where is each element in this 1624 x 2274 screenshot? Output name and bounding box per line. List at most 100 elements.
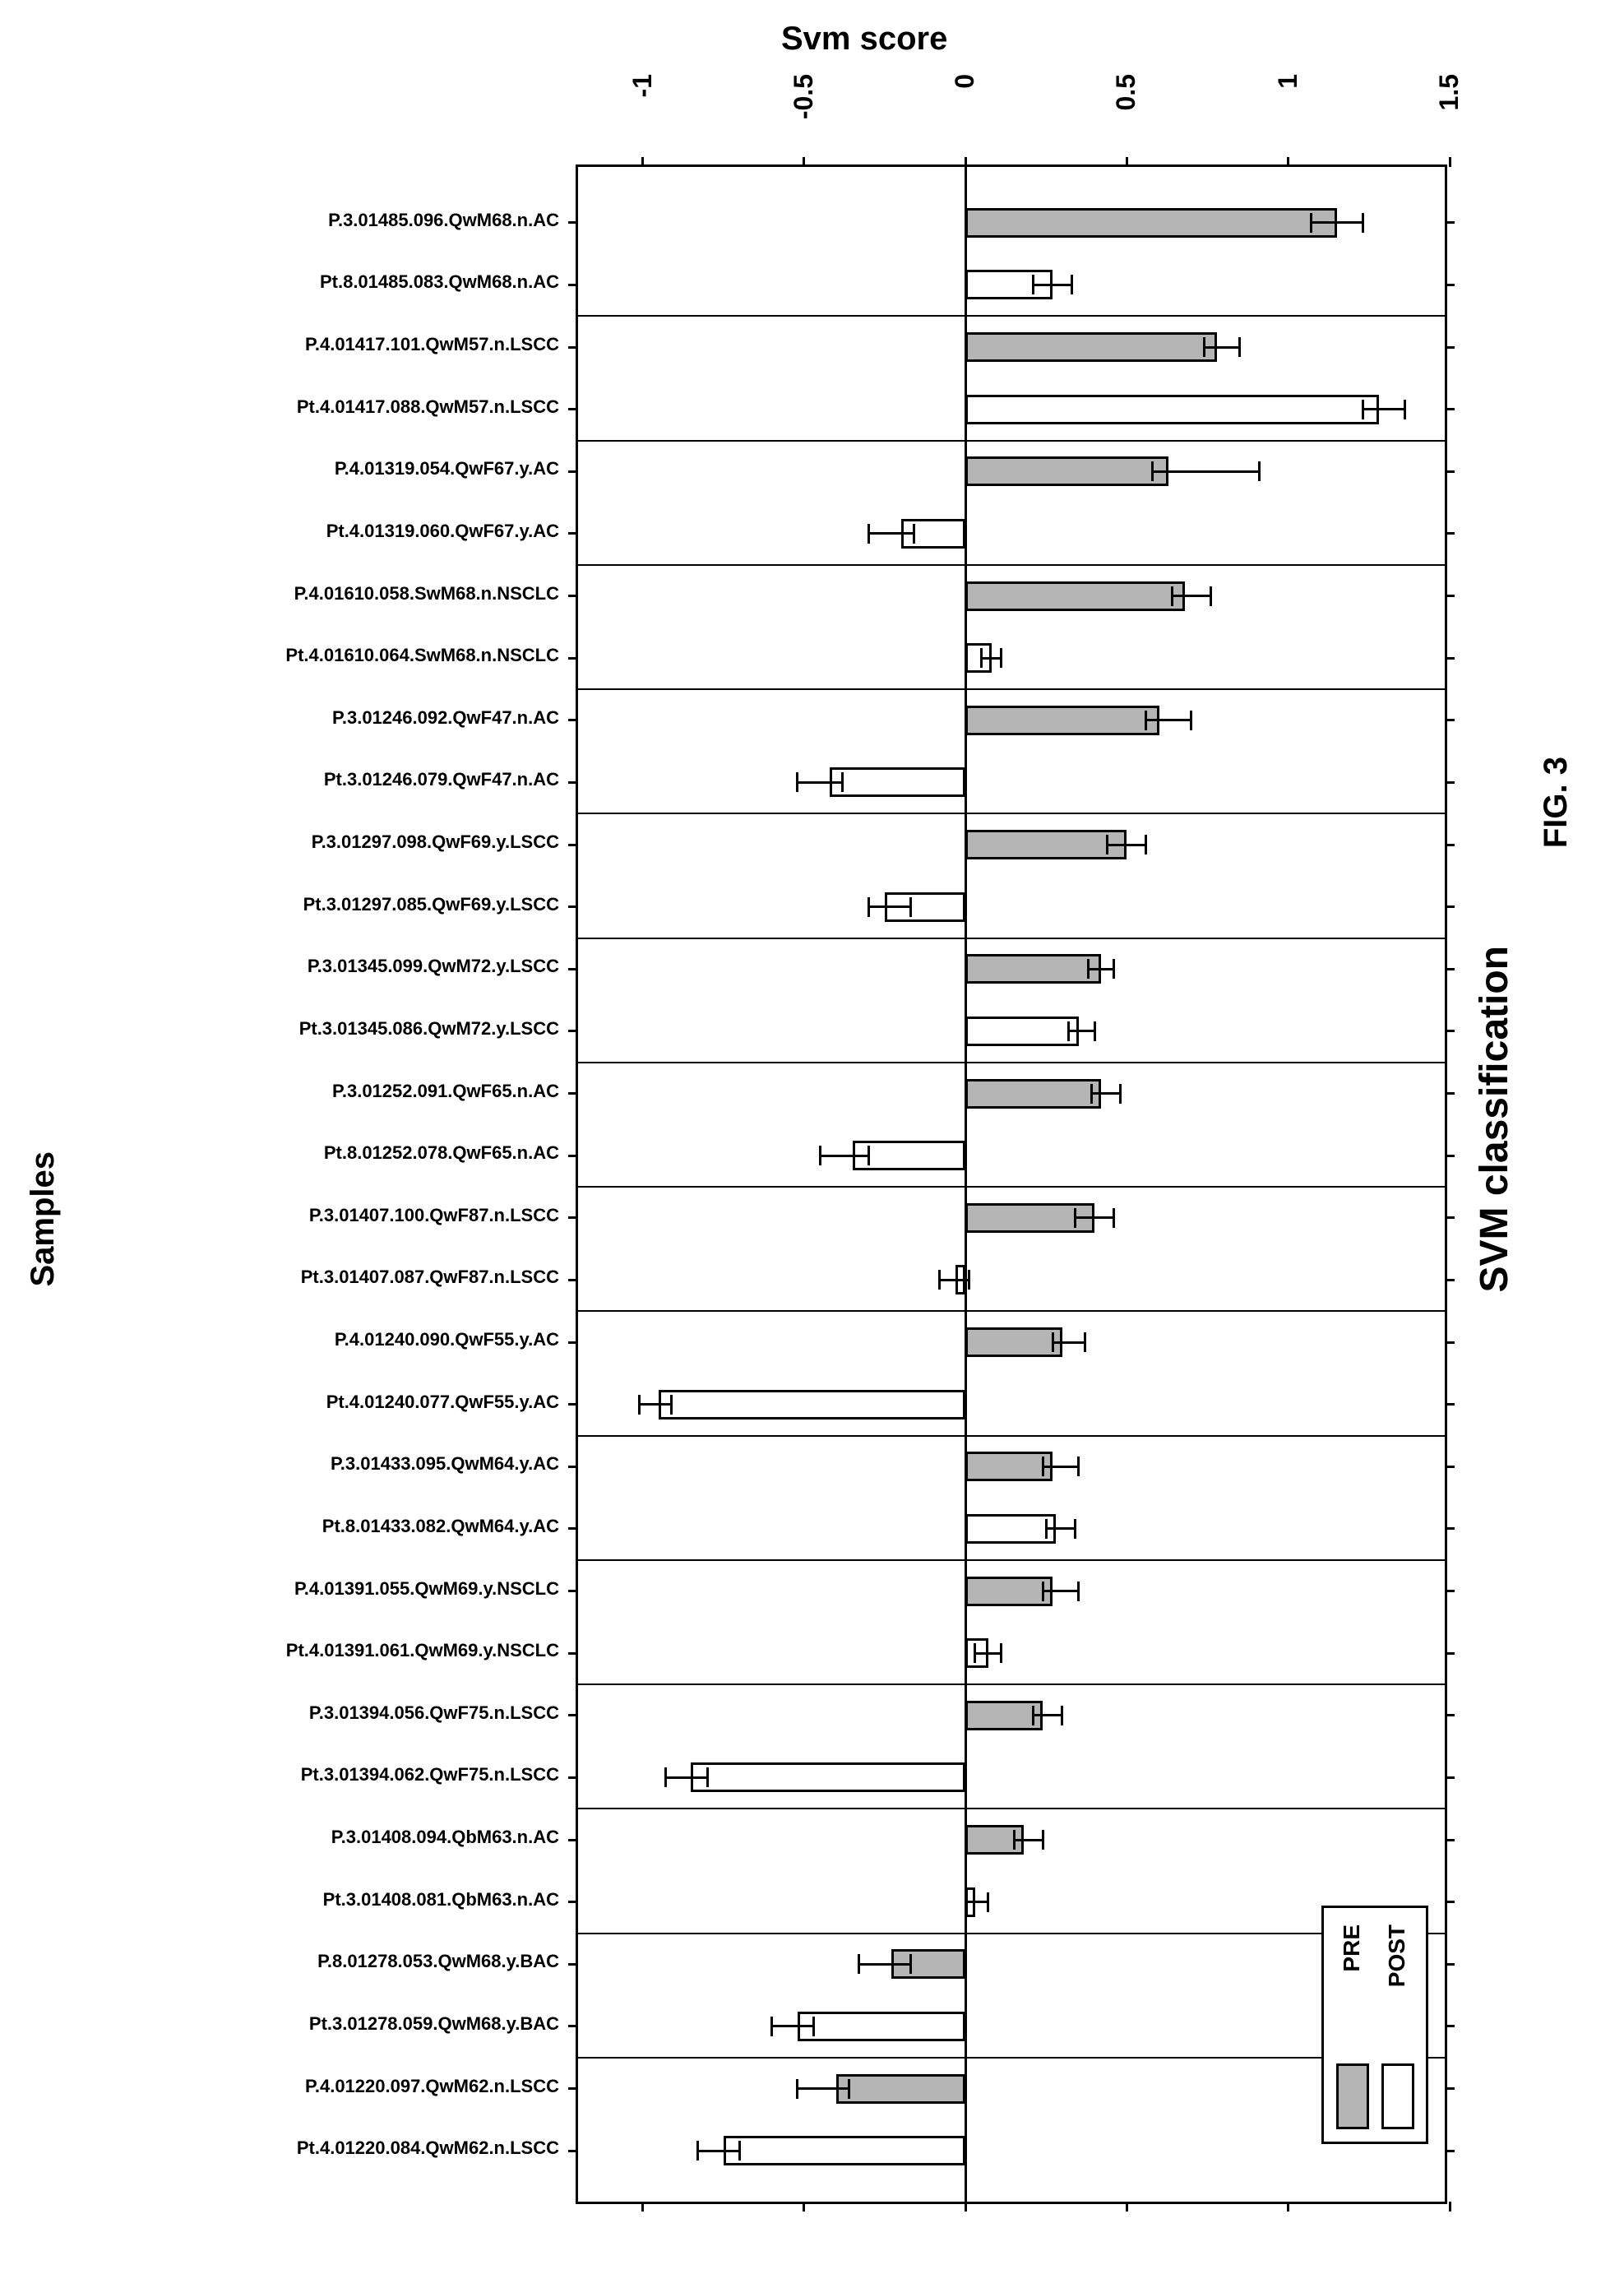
y-tick [568, 844, 578, 846]
error-bar [1146, 719, 1191, 721]
sample-label: P.3.01408.094.QbM63.n.AC [82, 1827, 559, 1848]
error-cap [1032, 275, 1034, 294]
bar [965, 706, 1159, 735]
y-tick [1445, 1279, 1455, 1281]
error-cap [1151, 461, 1154, 481]
error-cap [1077, 1457, 1080, 1476]
error-bar [1091, 1092, 1120, 1095]
y-tick [1445, 1839, 1455, 1841]
error-bar [982, 657, 1002, 660]
y-tick [1445, 781, 1455, 784]
sample-label: Pt.4.01240.077.QwF55.y.AC [82, 1392, 559, 1413]
error-cap [638, 1395, 641, 1415]
error-bar [1034, 284, 1072, 286]
legend-swatch [1381, 2063, 1414, 2129]
error-bar [1108, 844, 1146, 846]
error-cap [1238, 337, 1241, 357]
x-tick [1126, 2202, 1128, 2211]
error-cap [1362, 400, 1364, 419]
sample-label: Pt.4.01391.061.QwM69.y.NSCLC [82, 1640, 559, 1661]
legend-label: POST [1384, 1924, 1410, 1987]
y-tick [568, 1714, 578, 1716]
error-bar [868, 532, 914, 535]
sample-label: P.3.01407.100.QwF87.n.LSCC [82, 1205, 559, 1226]
legend-label: PRE [1339, 1924, 1365, 1972]
y-tick [1445, 1652, 1455, 1655]
error-cap [1145, 835, 1147, 854]
sample-label: Pt.3.01407.087.QwF87.n.LSCC [82, 1267, 559, 1288]
error-cap [1074, 1208, 1076, 1228]
error-cap [965, 1892, 967, 1912]
y-tick [568, 1901, 578, 1903]
x-tick [803, 157, 805, 167]
y-tick [568, 1963, 578, 1966]
sample-label: Pt.8.01485.083.QwM68.n.AC [82, 271, 559, 293]
error-cap [1404, 400, 1406, 419]
sample-label: P.4.01240.090.QwF55.y.AC [82, 1329, 559, 1350]
y-tick [568, 1466, 578, 1468]
error-cap [706, 1767, 709, 1787]
error-cap [1362, 213, 1364, 233]
y-tick [568, 781, 578, 784]
error-bar [868, 905, 910, 908]
sample-label: Pt.4.01417.088.QwM57.n.LSCC [82, 396, 559, 418]
page: FIG. 3 SVM classification Svm score Samp… [0, 0, 1624, 2274]
error-cap [1042, 1457, 1044, 1476]
error-cap [1210, 586, 1212, 606]
x-tick-label: -0.5 [789, 74, 819, 119]
error-cap [909, 1954, 912, 1974]
bar [836, 2074, 965, 2104]
error-cap [1000, 1643, 1002, 1663]
error-bar [975, 1652, 1001, 1655]
error-cap [987, 1892, 989, 1912]
error-bar [859, 1963, 911, 1966]
y-tick [1445, 1341, 1455, 1344]
group-separator [578, 1186, 1445, 1188]
x-tick [1449, 2202, 1451, 2211]
bar [965, 1514, 1056, 1544]
error-cap [1145, 711, 1147, 730]
y-tick [568, 346, 578, 349]
x-axis-title: Svm score [781, 21, 947, 58]
group-separator [578, 315, 1445, 317]
bar [659, 1390, 965, 1420]
y-tick [568, 595, 578, 597]
y-tick [568, 2150, 578, 2152]
bar [965, 1017, 1078, 1046]
y-tick [568, 1839, 578, 1841]
sample-label: P.4.01319.054.QwF67.y.AC [82, 458, 559, 479]
error-cap [796, 772, 798, 792]
error-cap [1061, 1706, 1063, 1725]
y-tick [568, 1652, 578, 1655]
error-cap [974, 1643, 976, 1663]
error-cap [738, 2141, 741, 2161]
sample-label: Pt.3.01345.086.QwM72.y.LSCC [82, 1018, 559, 1040]
group-separator [578, 813, 1445, 814]
error-cap [868, 897, 870, 917]
y-tick [1445, 532, 1455, 535]
y-tick [568, 408, 578, 410]
sample-label: P.8.01278.053.QwM68.y.BAC [82, 1951, 559, 1972]
y-tick [1445, 719, 1455, 721]
bar [965, 954, 1101, 984]
y-tick [568, 221, 578, 224]
y-tick [568, 284, 578, 286]
error-cap [670, 1395, 673, 1415]
group-separator [578, 1435, 1445, 1437]
error-cap [1067, 1021, 1070, 1041]
error-bar [940, 1279, 969, 1281]
error-bar [1053, 1341, 1085, 1344]
error-cap [1084, 1332, 1086, 1352]
y-tick [568, 1279, 578, 1281]
error-bar [1076, 1216, 1114, 1219]
y-tick [1445, 1590, 1455, 1592]
y-tick [1445, 1466, 1455, 1468]
y-tick [568, 1590, 578, 1592]
bar [691, 1762, 965, 1792]
group-separator [578, 938, 1445, 939]
error-bar [640, 1403, 672, 1406]
error-bar [1363, 408, 1404, 410]
y-tick [1445, 657, 1455, 660]
error-cap [1190, 711, 1192, 730]
y-tick [568, 1030, 578, 1032]
